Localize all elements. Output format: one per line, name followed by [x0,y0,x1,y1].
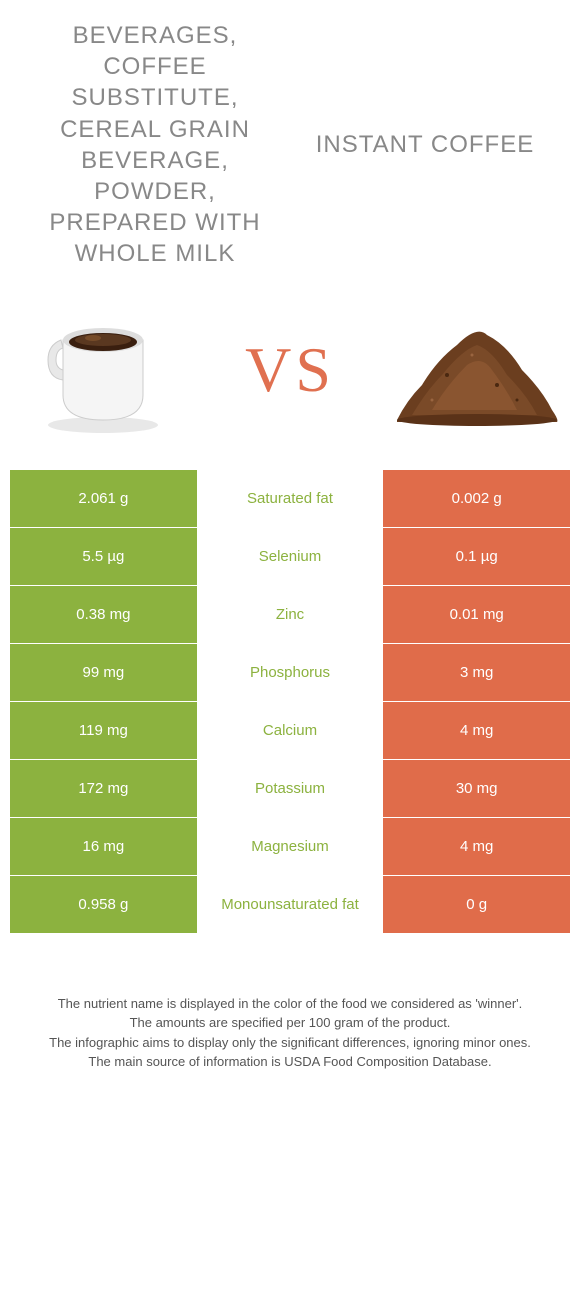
left-value: 0.38 mg [10,586,197,643]
vs-cell: VS [197,333,384,407]
table-row: 2.061 g Saturated fat 0.002 g [10,470,570,528]
right-title: INSTANT COFFEE [316,129,534,160]
table-row: 99 mg Phosphorus 3 mg [10,644,570,702]
vs-text: VS [245,333,335,407]
right-value: 0.002 g [383,470,570,527]
comparison-table: 2.061 g Saturated fat 0.002 g 5.5 µg Sel… [0,470,580,934]
left-value: 16 mg [10,818,197,875]
nutrient-name: Zinc [197,586,384,643]
header-left: BEVERAGES, COFFEE SUBSTITUTE, CEREAL GRA… [20,20,290,270]
nutrient-name: Phosphorus [197,644,384,701]
nutrient-name: Selenium [197,528,384,585]
right-image-cell [383,300,570,440]
nutrient-name: Potassium [197,760,384,817]
nutrient-name: Monounsaturated fat [197,876,384,933]
left-value: 0.958 g [10,876,197,933]
right-value: 30 mg [383,760,570,817]
left-value: 119 mg [10,702,197,759]
left-value: 172 mg [10,760,197,817]
footer-line: The amounts are specified per 100 gram o… [20,1013,560,1033]
right-value: 0 g [383,876,570,933]
footer-line: The main source of information is USDA F… [20,1052,560,1072]
footer-line: The nutrient name is displayed in the co… [20,994,560,1014]
table-row: 172 mg Potassium 30 mg [10,760,570,818]
footer-line: The infographic aims to display only the… [20,1033,560,1053]
nutrient-name: Saturated fat [197,470,384,527]
left-image-cell [10,300,197,440]
left-value: 5.5 µg [10,528,197,585]
nutrient-name: Calcium [197,702,384,759]
nutrient-name: Magnesium [197,818,384,875]
table-row: 0.958 g Monounsaturated fat 0 g [10,876,570,934]
right-value: 4 mg [383,818,570,875]
left-value: 99 mg [10,644,197,701]
table-row: 5.5 µg Selenium 0.1 µg [10,528,570,586]
right-value: 4 mg [383,702,570,759]
right-value: 3 mg [383,644,570,701]
table-row: 16 mg Magnesium 4 mg [10,818,570,876]
coffee-powder-icon [387,300,567,440]
footer: The nutrient name is displayed in the co… [0,934,580,1092]
right-value: 0.1 µg [383,528,570,585]
table-row: 0.38 mg Zinc 0.01 mg [10,586,570,644]
coffee-cup-icon [33,300,173,440]
right-value: 0.01 mg [383,586,570,643]
header-right: INSTANT COFFEE [290,20,560,270]
left-title: BEVERAGES, COFFEE SUBSTITUTE, CEREAL GRA… [30,20,280,270]
table-row: 119 mg Calcium 4 mg [10,702,570,760]
header-row: BEVERAGES, COFFEE SUBSTITUTE, CEREAL GRA… [0,0,580,280]
left-value: 2.061 g [10,470,197,527]
images-row: VS [0,280,580,470]
